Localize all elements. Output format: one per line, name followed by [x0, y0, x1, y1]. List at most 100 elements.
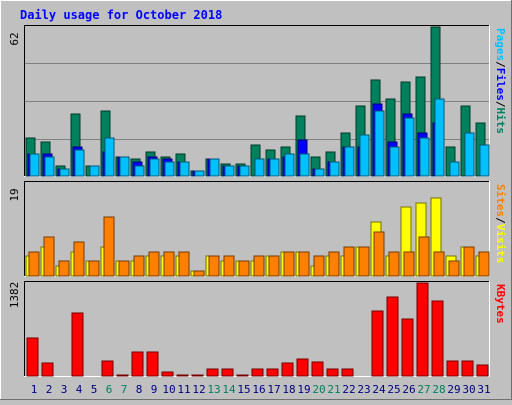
bar-pages-day-11: [179, 161, 190, 177]
day-label-31: 31: [477, 383, 490, 396]
bar-pages-day-22: [344, 146, 355, 177]
bar-kbytes-day-19: [296, 358, 309, 377]
day-label-17: 17: [267, 383, 280, 396]
bar-pages-day-16: [254, 158, 265, 177]
y-max-label: 1382: [8, 282, 21, 309]
day-label-4: 4: [76, 383, 83, 396]
bar-sites-day-11: [178, 251, 190, 277]
y-max-label: 62: [8, 32, 21, 45]
day-label-13: 13: [207, 383, 220, 396]
bar-sites-day-22: [343, 246, 355, 277]
bar-kbytes-day-2: [41, 362, 54, 377]
day-label-3: 3: [61, 383, 68, 396]
bar-pages-day-18: [284, 153, 295, 177]
bar-pages-day-26: [404, 117, 415, 177]
bar-kbytes-day-28: [431, 300, 444, 377]
bar-sites-day-20: [313, 255, 325, 277]
bar-pages-day-3: [59, 168, 70, 177]
bar-kbytes-day-7: [116, 374, 129, 377]
bar-pages-day-5: [89, 165, 100, 177]
day-label-2: 2: [46, 383, 53, 396]
day-label-23: 23: [357, 383, 370, 396]
bar-pages-day-7: [119, 156, 130, 177]
bar-sites-day-29: [448, 260, 460, 277]
bar-kbytes-day-10: [161, 371, 174, 377]
bar-kbytes-day-26: [401, 318, 414, 377]
bar-sites-day-1: [28, 251, 40, 277]
bar-pages-day-21: [329, 161, 340, 177]
day-label-29: 29: [447, 383, 460, 396]
axis-label-part: Files: [494, 68, 507, 101]
bar-sites-day-24: [373, 231, 385, 277]
bar-pages-day-19: [299, 153, 310, 177]
panel-axis-label: Sites/Visits: [494, 184, 507, 264]
bar-pages-day-29: [449, 161, 460, 177]
bar-sites-day-17: [268, 255, 280, 277]
bar-kbytes-day-20: [311, 361, 324, 377]
bar-sites-day-9: [148, 251, 160, 277]
bar-sites-day-10: [163, 251, 175, 277]
bar-pages-day-8: [134, 165, 145, 177]
bar-sites-day-26: [403, 251, 415, 277]
bar-sites-day-14: [223, 255, 235, 277]
bar-sites-day-4: [73, 241, 85, 277]
axis-label-part: Sites: [494, 184, 507, 217]
bar-kbytes-day-9: [146, 351, 159, 377]
bar-pages-day-24: [374, 110, 385, 177]
day-label-19: 19: [297, 383, 310, 396]
day-label-20: 20: [312, 383, 325, 396]
day-label-16: 16: [252, 383, 265, 396]
axis-label-part: Hits: [494, 108, 507, 135]
day-label-18: 18: [282, 383, 295, 396]
bar-kbytes-day-12: [191, 374, 204, 377]
bar-pages-day-15: [239, 165, 250, 177]
axis-label-part: /: [494, 61, 507, 68]
day-label-12: 12: [192, 383, 205, 396]
bar-kbytes-day-21: [326, 368, 339, 377]
bar-kbytes-day-6: [101, 360, 114, 377]
bar-pages-day-25: [389, 146, 400, 177]
bar-kbytes-day-24: [371, 310, 384, 377]
day-label-22: 22: [342, 383, 355, 396]
day-label-5: 5: [91, 383, 98, 396]
panel-axis-label: KBytes: [494, 284, 507, 324]
panel-axis-label: Pages/Files/Hits: [494, 28, 507, 134]
bar-sites-day-13: [208, 255, 220, 277]
axis-label-part: Pages: [494, 28, 507, 61]
bar-sites-day-6: [103, 216, 115, 277]
axis-label-part: /: [494, 101, 507, 108]
axis-label-part: KBytes: [494, 284, 507, 324]
bar-sites-day-21: [328, 251, 340, 277]
bar-pages-day-1: [29, 153, 40, 177]
day-label-26: 26: [402, 383, 415, 396]
bar-sites-day-7: [118, 260, 130, 277]
bar-sites-day-18: [283, 251, 295, 277]
bar-pages-day-12: [194, 170, 205, 177]
bar-pages-day-14: [224, 165, 235, 177]
bar-pages-day-10: [164, 161, 175, 177]
bar-pages-day-23: [359, 134, 370, 177]
bar-pages-day-30: [464, 132, 475, 177]
bar-kbytes-day-22: [341, 368, 354, 377]
bar-kbytes-day-17: [266, 368, 279, 377]
bar-pages-day-13: [209, 158, 220, 177]
day-label-7: 7: [121, 383, 128, 396]
bar-kbytes-day-18: [281, 362, 294, 377]
bar-kbytes-day-13: [206, 368, 219, 377]
bar-kbytes-day-30: [461, 360, 474, 377]
bar-pages-day-17: [269, 158, 280, 177]
bar-sites-day-12: [193, 270, 205, 277]
bar-pages-day-27: [419, 137, 430, 177]
day-label-14: 14: [222, 383, 236, 396]
day-label-21: 21: [327, 383, 340, 396]
axis-label-part: /: [494, 217, 507, 224]
bar-kbytes-day-11: [176, 374, 189, 377]
bar-pages-day-9: [149, 158, 160, 177]
bar-sites-day-8: [133, 255, 145, 277]
day-label-30: 30: [462, 383, 475, 396]
chart-title: Daily usage for October 2018: [20, 8, 222, 22]
day-label-25: 25: [387, 383, 400, 396]
bar-sites-day-25: [388, 251, 400, 277]
